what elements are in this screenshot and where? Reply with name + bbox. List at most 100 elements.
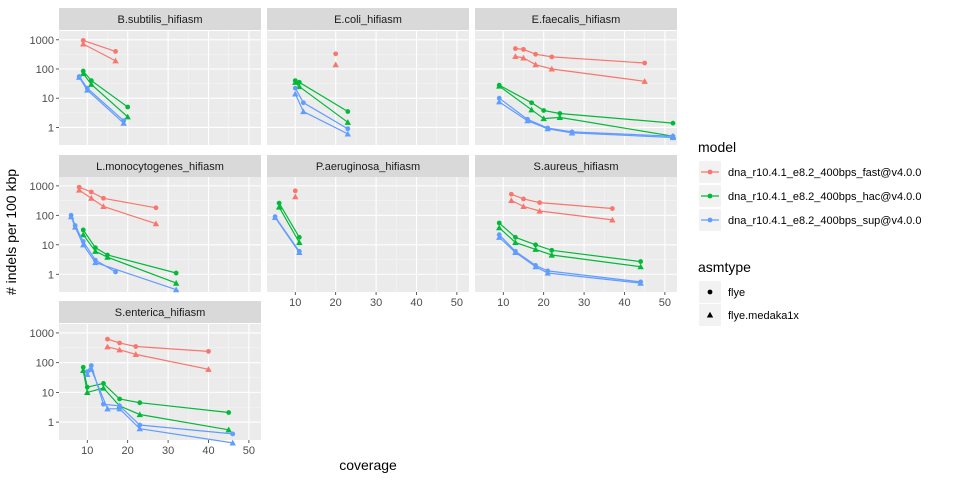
panel-b-subtilis-hifiasm: B.subtilis_hifiasm 1 10 100 1000 xyxy=(30,8,261,145)
point-triangle-0 xyxy=(80,231,87,238)
point-triangle-1 xyxy=(296,239,303,246)
panel-title: S.aureus_hifiasm xyxy=(534,161,619,173)
point-triangle-2 xyxy=(80,241,87,248)
point-triangle-0 xyxy=(292,193,299,200)
point-triangle-0 xyxy=(496,98,503,105)
legend-title-model: model xyxy=(698,139,736,155)
y-axis-title: # indels per 100 kbp xyxy=(3,169,19,295)
point-triangle-1 xyxy=(524,117,531,124)
point-triangle-2 xyxy=(120,119,127,126)
series-line xyxy=(83,39,116,52)
point-triangle-0 xyxy=(104,343,111,350)
x-tick-label: 20 xyxy=(122,445,134,457)
point-triangle-0 xyxy=(80,367,87,373)
point-circle-1 xyxy=(88,363,94,368)
point-triangle-0 xyxy=(332,61,339,68)
point-triangle-1 xyxy=(296,83,303,90)
series-dna-r10-4-1-e8-2-400bps-fast-v4-0-0-flye xyxy=(513,46,648,66)
point-triangle-0 xyxy=(76,186,83,193)
point-triangle-0 xyxy=(292,79,299,85)
series-dna-r10-4-1-e8-2-400bps-sup-v4-0-0-flye-medaka1x xyxy=(84,366,236,446)
x-tick-label: 40 xyxy=(202,445,214,457)
legend-label: dna_r10.4.1_e8.2_400bps_hac@v4.0.0 xyxy=(728,191,921,203)
legend-key-point xyxy=(707,217,713,223)
point-circle-3 xyxy=(153,205,159,211)
point-circle-2 xyxy=(537,200,543,206)
y-tick-label: 1000 xyxy=(30,35,54,47)
panel-l-monocytogenes-hifiasm: L.monocytogenes_hifiasm 1 10 100 1000 xyxy=(30,155,261,293)
point-triangle-1 xyxy=(520,54,527,61)
x-tick-label: 50 xyxy=(451,297,463,309)
plot-background xyxy=(59,324,261,440)
point-triangle-0 xyxy=(80,70,87,77)
plot-background xyxy=(59,177,261,292)
point-triangle-2 xyxy=(536,207,543,214)
series-line xyxy=(82,370,229,431)
point-triangle-1 xyxy=(84,389,91,395)
series-line xyxy=(107,346,209,370)
series-dna-r10-4-1-e8-2-400bps-sup-v4-0-0-flye-medaka1x xyxy=(496,98,677,141)
point-triangle-3 xyxy=(548,251,555,258)
point-circle-0 xyxy=(496,220,502,226)
point-circle-0 xyxy=(508,191,514,197)
point-triangle-3 xyxy=(172,279,180,286)
point-triangle-0 xyxy=(512,53,519,59)
point-circle-0 xyxy=(105,336,110,342)
point-circle-0 xyxy=(496,95,502,101)
gridlines xyxy=(59,31,261,145)
legend-key-dna-r10-4-1-e8-2-400bps-sup-v4-0-0 xyxy=(699,209,721,231)
series-dna-r10-4-1-e8-2-400bps-fast-v4-0-0-flye-medaka1x xyxy=(292,193,299,200)
y-tick-label: 1 xyxy=(48,122,54,134)
series-dna-r10-4-1-e8-2-400bps-fast-v4-0-0-flye xyxy=(105,336,211,354)
point-triangle-0 xyxy=(271,214,279,220)
legend-key-dna-r10-4-1-e8-2-400bps-hac-v4-0-0 xyxy=(699,185,721,207)
legend-key-point xyxy=(707,193,713,199)
point-circle-4 xyxy=(638,259,644,264)
y-tick-label: 100 xyxy=(36,358,54,370)
point-triangle-1 xyxy=(296,249,303,256)
point-circle-1 xyxy=(521,196,526,202)
series-dna-r10-4-1-e8-2-400bps-sup-v4-0-0-flye-medaka1x xyxy=(271,214,303,256)
legend-key-flye xyxy=(699,281,721,303)
legend-label: flye.medaka1x xyxy=(728,310,799,322)
strip-background xyxy=(59,301,261,323)
point-circle-0 xyxy=(292,85,298,91)
x-tick-label: 40 xyxy=(410,297,422,309)
legend-key-point xyxy=(707,169,713,175)
point-circle-1 xyxy=(117,340,122,346)
series-line xyxy=(278,202,300,238)
series-dna-r10-4-1-e8-2-400bps-fast-v4-0-0-flye-medaka1x xyxy=(76,186,160,227)
point-triangle-1 xyxy=(71,223,79,230)
series-dna-r10-4-1-e8-2-400bps-fast-v4-0-0-flye-medaka1x xyxy=(512,53,648,84)
point-circle-1 xyxy=(529,100,534,106)
y-tick-label: 10 xyxy=(42,240,54,252)
series-line xyxy=(274,217,300,253)
point-triangle-5 xyxy=(225,426,232,433)
legend-label: dna_r10.4.1_e8.2_400bps_sup@v4.0.0 xyxy=(728,215,921,227)
y-tick-label: 10 xyxy=(42,387,54,399)
point-triangle-1 xyxy=(512,239,519,246)
y-tick-label: 100 xyxy=(36,210,54,222)
x-tick-label: 10 xyxy=(497,297,509,309)
point-triangle-2 xyxy=(344,119,351,125)
panels-layer: B.subtilis_hifiasm 1 10 100 1000 E.coli_hifia… xyxy=(30,8,677,457)
x-tick-label: 50 xyxy=(243,445,255,457)
point-circle-3 xyxy=(117,396,122,402)
point-triangle-3 xyxy=(544,269,551,276)
point-triangle-1 xyxy=(300,108,307,115)
point-circle-0 xyxy=(333,51,339,57)
legend-key-dna-r10-4-1-e8-2-400bps-fast-v4-0-0 xyxy=(699,161,721,183)
x-tick-label: 10 xyxy=(81,445,93,457)
point-triangle-3 xyxy=(116,405,123,412)
point-triangle-1 xyxy=(512,249,519,256)
point-triangle-2 xyxy=(532,246,539,252)
point-circle-3 xyxy=(206,348,211,354)
strip-background xyxy=(59,8,261,30)
series-line xyxy=(107,338,209,352)
point-triangle-0 xyxy=(84,371,91,378)
gridlines xyxy=(267,177,469,292)
point-circle-1 xyxy=(296,79,302,85)
series-line xyxy=(511,193,613,210)
point-circle-4 xyxy=(670,120,676,126)
